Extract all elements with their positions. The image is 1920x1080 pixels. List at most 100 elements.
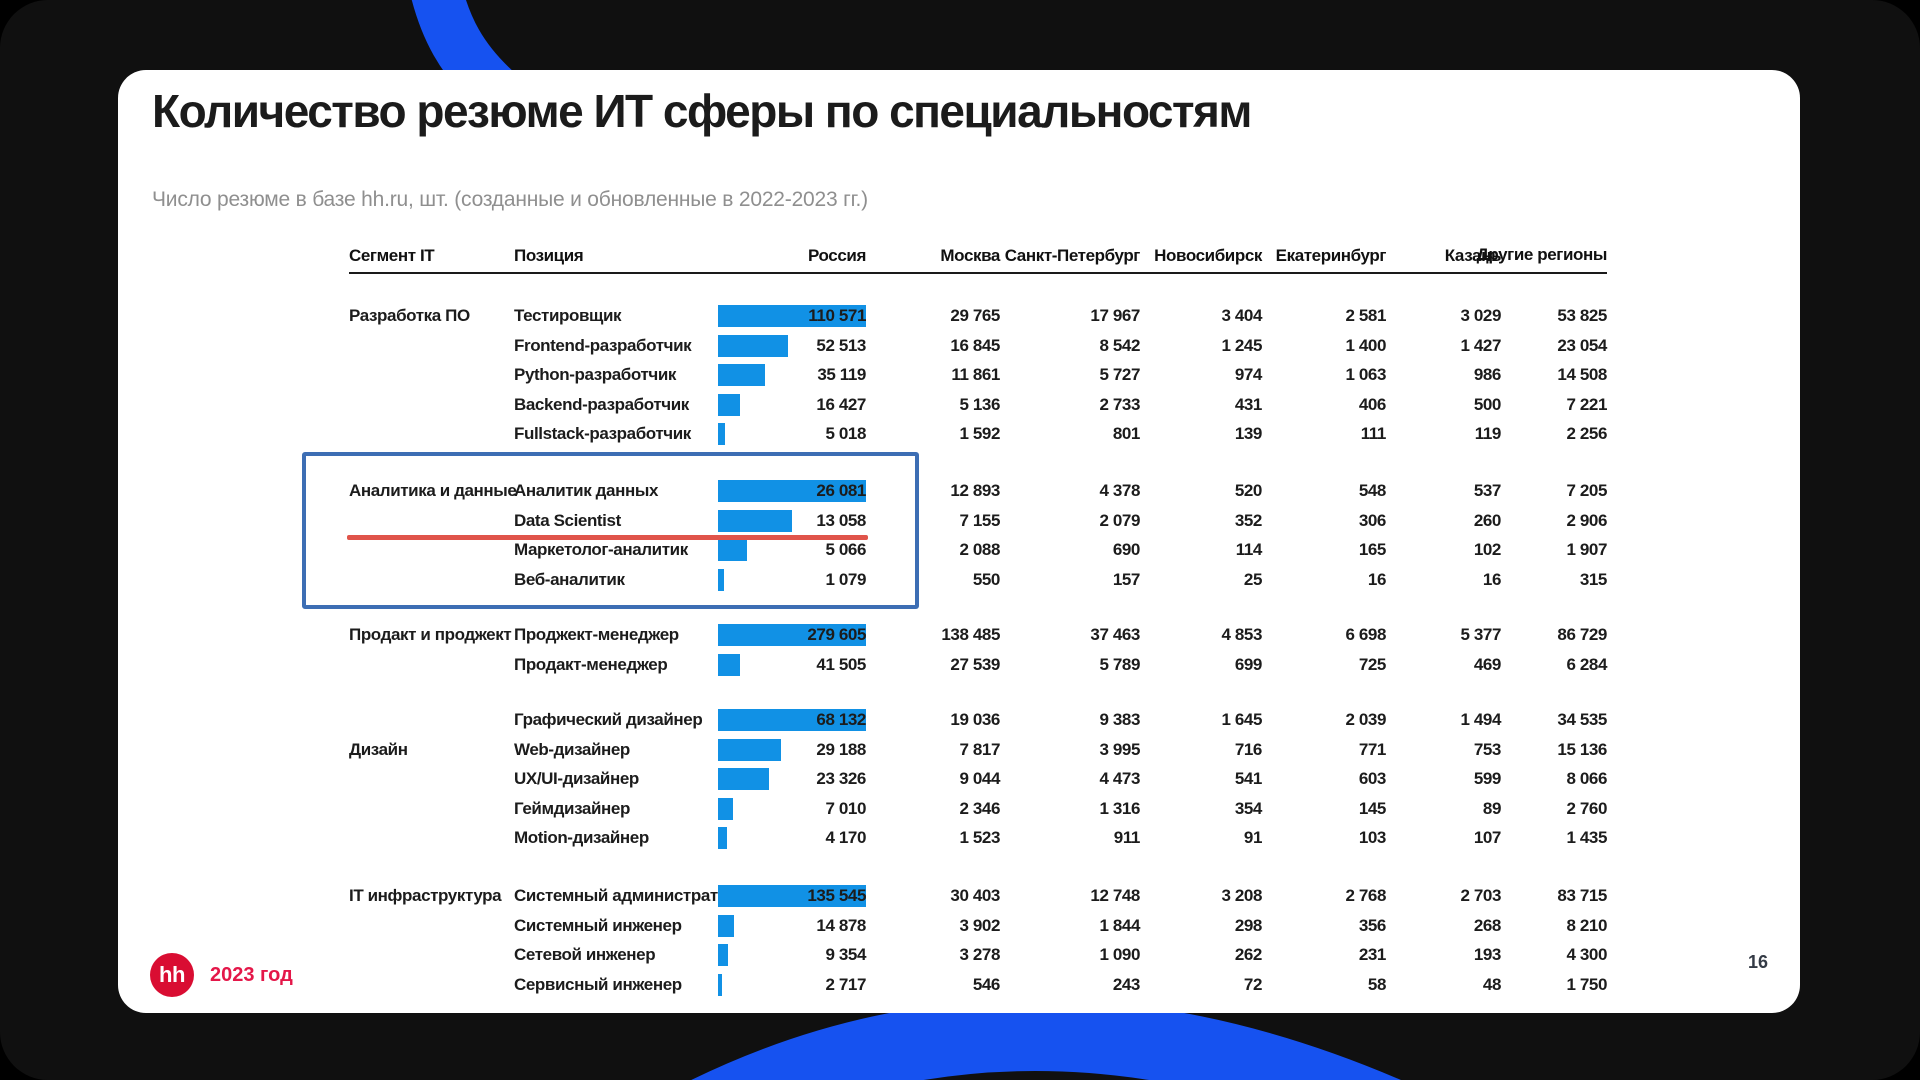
position-label: Веб-аналитик: [514, 570, 625, 589]
city-value: 1 435: [1566, 828, 1607, 847]
russia-bar: [718, 624, 866, 646]
russia-value: 13 058: [816, 511, 866, 530]
city-value: 599: [1473, 769, 1502, 788]
city-value: 546: [972, 975, 1001, 994]
city-value: 16 845: [950, 336, 1000, 355]
segment-label: IT инфраструктура: [349, 886, 502, 905]
russia-value: 16 427: [816, 395, 866, 414]
column-header-city: Екатеринбург: [1275, 246, 1387, 265]
city-value: 406: [1358, 395, 1387, 414]
city-value: 2 079: [1099, 511, 1140, 530]
russia-value: 26 081: [816, 481, 866, 500]
column-header-city: Москва: [940, 246, 1000, 265]
city-value: 9 383: [1099, 710, 1140, 729]
russia-bar: [718, 885, 866, 907]
russia-bar: [718, 510, 792, 532]
city-value: 11 861: [951, 365, 1000, 384]
position-label: Сетевой инженер: [514, 945, 656, 964]
position-label: Проджект-менеджер: [514, 625, 679, 644]
city-value: 1 907: [1566, 540, 1607, 559]
russia-value: 1 079: [825, 570, 866, 589]
city-value: 7 205: [1566, 481, 1607, 500]
city-value: 753: [1473, 740, 1502, 759]
position-label: Графический дизайнер: [514, 710, 703, 729]
position-label: Системный администратор: [514, 886, 738, 905]
position-label: Python-разработчик: [514, 365, 677, 384]
russia-bar: [718, 739, 781, 761]
russia-bar: [718, 569, 724, 591]
segment-label: Дизайн: [349, 740, 408, 759]
city-value: 315: [1579, 570, 1608, 589]
city-value: 138 485: [941, 625, 1000, 644]
bottom-ribbon-shape: [691, 999, 1401, 1080]
city-value: 83 715: [1557, 886, 1607, 905]
city-value: 3 404: [1221, 306, 1262, 325]
column-header-russia: Россия: [808, 246, 866, 265]
city-value: 16: [1367, 570, 1387, 589]
city-value: 48: [1482, 975, 1502, 994]
position-label: Motion-дизайнер: [514, 828, 649, 847]
city-value: 1 063: [1345, 365, 1386, 384]
city-value: 3 902: [959, 916, 1000, 935]
city-value: 1 400: [1345, 336, 1386, 355]
city-value: 1 427: [1460, 336, 1501, 355]
city-value: 356: [1358, 916, 1387, 935]
city-value: 107: [1473, 828, 1502, 847]
city-value: 699: [1234, 655, 1263, 674]
city-value: 725: [1358, 655, 1387, 674]
city-value: 8 066: [1566, 769, 1607, 788]
position-label: Продакт-менеджер: [514, 655, 668, 674]
city-value: 119: [1474, 424, 1502, 443]
city-value: 139: [1234, 424, 1263, 443]
city-value: 4 853: [1221, 625, 1262, 644]
city-value: 58: [1367, 975, 1387, 994]
russia-value: 4 170: [825, 828, 866, 847]
russia-value: 110 571: [808, 306, 866, 325]
city-value: 1 645: [1221, 710, 1262, 729]
russia-bar: [718, 335, 788, 357]
segment-label: Аналитика и данные: [349, 481, 517, 500]
city-value: 7 221: [1566, 395, 1607, 414]
city-value: 4 300: [1566, 945, 1607, 964]
city-value: 986: [1473, 365, 1502, 384]
russia-bar: [718, 654, 740, 676]
city-value: 53 825: [1557, 306, 1607, 325]
slide-card: [118, 70, 1800, 1013]
city-value: 12 893: [950, 481, 1000, 500]
city-value: 260: [1473, 511, 1502, 530]
city-value: 771: [1358, 740, 1387, 759]
city-value: 23 054: [1557, 336, 1607, 355]
russia-value: 29 188: [816, 740, 866, 759]
city-value: 306: [1358, 511, 1387, 530]
column-header-city: Казань: [1444, 246, 1502, 265]
city-value: 354: [1234, 799, 1263, 818]
russia-bar: [718, 364, 765, 386]
column-header-city: Санкт-Петербург: [1004, 246, 1141, 265]
city-value: 1 245: [1221, 336, 1262, 355]
russia-value: 68 132: [816, 710, 866, 729]
russia-value: 7 010: [825, 799, 866, 818]
city-value: 352: [1234, 511, 1263, 530]
russia-bar: [718, 827, 727, 849]
city-value: 7 817: [959, 740, 1000, 759]
position-label: Маркетолог-аналитик: [514, 540, 688, 559]
city-value: 2 703: [1460, 886, 1501, 905]
city-value: 34 535: [1557, 710, 1607, 729]
city-value: 911: [1113, 828, 1141, 847]
city-value: 1 844: [1099, 916, 1140, 935]
column-header-city: Новосибирск: [1154, 246, 1262, 265]
city-value: 231: [1358, 945, 1387, 964]
city-value: 2 733: [1099, 395, 1140, 414]
city-value: 298: [1234, 916, 1263, 935]
city-value: 37 463: [1090, 625, 1140, 644]
russia-bar: [718, 798, 733, 820]
highlight-box: [302, 452, 919, 609]
city-value: 550: [972, 570, 1001, 589]
russia-value: 5 018: [825, 424, 866, 443]
city-value: 3 208: [1221, 886, 1262, 905]
city-value: 268: [1473, 916, 1502, 935]
city-value: 603: [1358, 769, 1387, 788]
column-header-position: Позиция: [514, 246, 584, 265]
position-label: Fullstack-разработчик: [514, 424, 691, 443]
